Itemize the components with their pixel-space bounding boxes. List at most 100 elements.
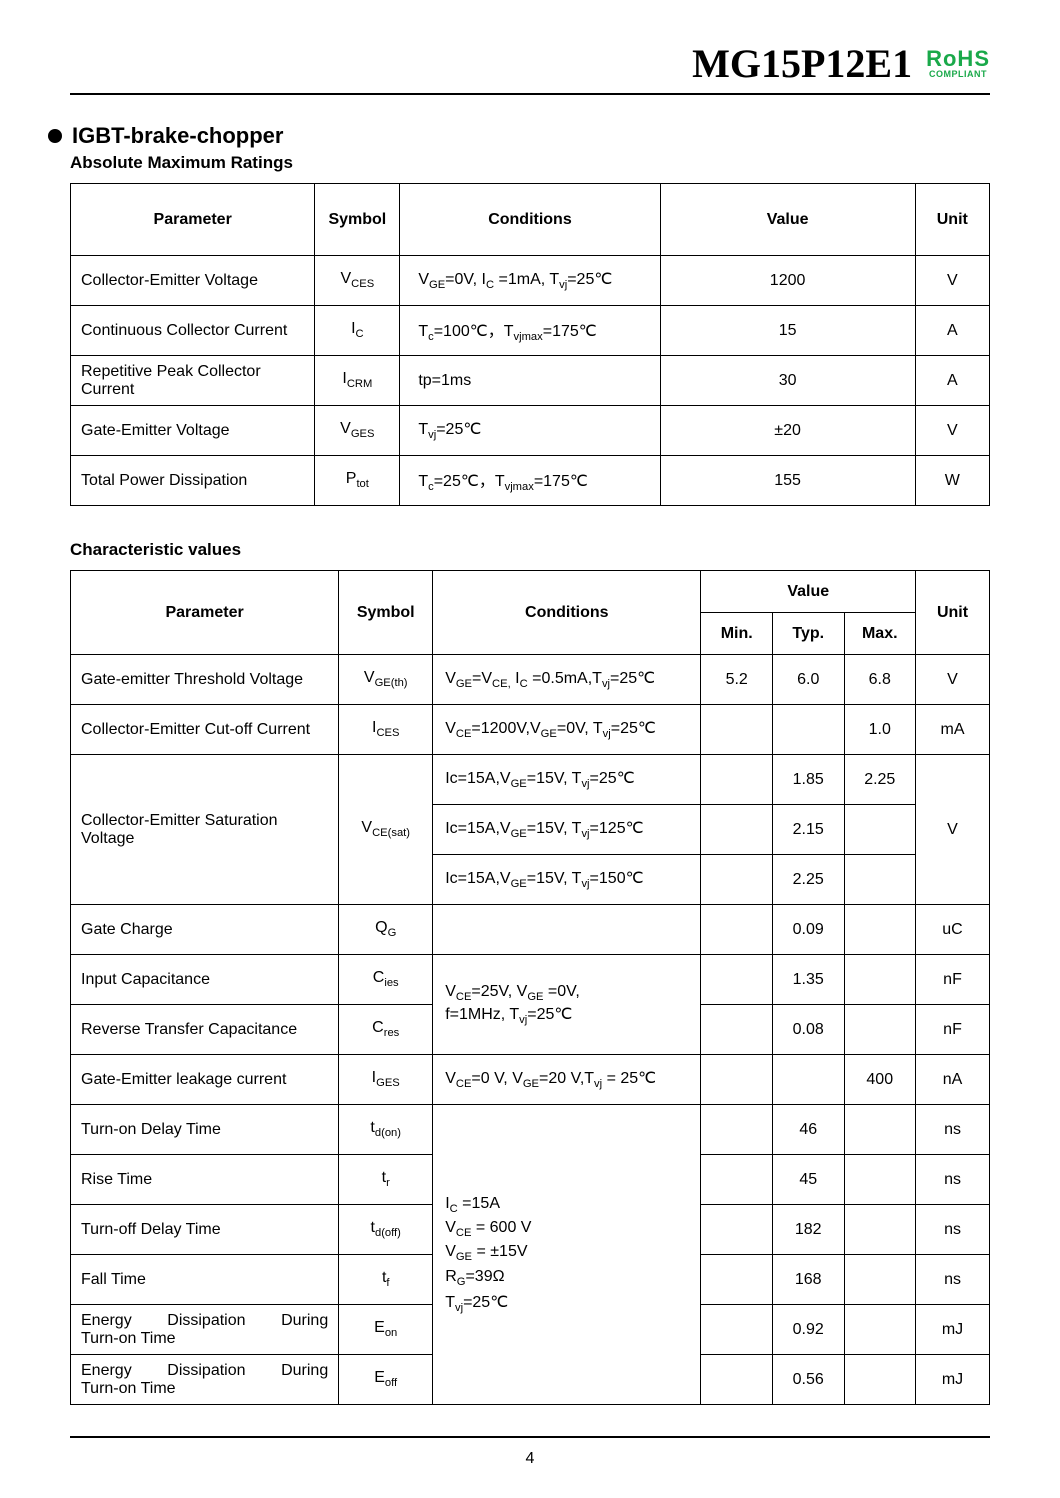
cell-conditions: Ic=15A,VGE=15V, Tvj=125℃ (433, 805, 701, 855)
cell-conditions: Tc=100℃，Tvjmax=175℃ (400, 306, 660, 356)
section-title: IGBT-brake-chopper (72, 123, 283, 149)
subtitle-abs-max: Absolute Maximum Ratings (70, 153, 990, 173)
cell-min (701, 1255, 773, 1305)
cell-unit: A (915, 306, 989, 356)
th-min: Min. (701, 613, 773, 655)
cell-param: Reverse Transfer Capacitance (71, 1005, 339, 1055)
cell-max (844, 1205, 916, 1255)
cell-unit: ns (916, 1105, 990, 1155)
cell-conditions: VCE=0 V, VGE=20 V,Tvj = 25℃ (433, 1055, 701, 1105)
cell-symbol: tf (339, 1255, 433, 1305)
cell-typ: 168 (772, 1255, 844, 1305)
bullet-icon (48, 129, 62, 143)
cell-symbol: Cies (339, 955, 433, 1005)
table-row: Repetitive Peak Collector CurrentICRMtp=… (71, 356, 990, 406)
rohs-top-text: RoHS (926, 47, 990, 70)
cell-conditions: IC =15AVCE = 600 VVGE = ±15VRG=39ΩTvj=25… (433, 1105, 701, 1405)
table-row: Collector-Emitter VoltageVCESVGE=0V, IC … (71, 256, 990, 306)
cell-typ (772, 1055, 844, 1105)
cell-max (844, 1255, 916, 1305)
th-unit: Unit (915, 184, 989, 256)
cell-symbol: ICRM (315, 356, 400, 406)
th-unit: Unit (916, 571, 990, 655)
th-value: Value (660, 184, 915, 256)
cell-param: Input Capacitance (71, 955, 339, 1005)
cell-max (844, 855, 916, 905)
cell-param: Turn-on Delay Time (71, 1105, 339, 1155)
table-row: Collector-Emitter Saturation VoltageVCE(… (71, 755, 990, 805)
cell-value: 15 (660, 306, 915, 356)
cell-unit: V (915, 256, 989, 306)
cell-max (844, 1005, 916, 1055)
cell-symbol: VGE(th) (339, 655, 433, 705)
cell-param: Repetitive Peak Collector Current (71, 356, 315, 406)
cell-typ: 46 (772, 1105, 844, 1155)
table-row: Continuous Collector CurrentICTc=100℃，Tv… (71, 306, 990, 356)
cell-unit: ns (916, 1155, 990, 1205)
th-param: Parameter (71, 571, 339, 655)
cell-min (701, 1005, 773, 1055)
cell-symbol: VCE(sat) (339, 755, 433, 905)
cell-typ: 6.0 (772, 655, 844, 705)
cell-max: 2.25 (844, 755, 916, 805)
cell-min: 5.2 (701, 655, 773, 705)
cell-min (701, 1205, 773, 1255)
cell-unit: mJ (916, 1305, 990, 1355)
cell-value: ±20 (660, 406, 915, 456)
cell-value: 1200 (660, 256, 915, 306)
cell-max: 1.0 (844, 705, 916, 755)
cell-typ (772, 705, 844, 755)
cell-unit: W (915, 456, 989, 506)
th-conditions: Conditions (433, 571, 701, 655)
cell-symbol: IC (315, 306, 400, 356)
table-header-row: Parameter Symbol Conditions Value Unit (71, 571, 990, 613)
cell-max (844, 905, 916, 955)
cell-min (701, 1155, 773, 1205)
cell-unit: A (915, 356, 989, 406)
table-row: Input CapacitanceCiesVCE=25V, VGE =0V,f=… (71, 955, 990, 1005)
cell-symbol: Eon (339, 1305, 433, 1355)
cell-max (844, 1305, 916, 1355)
cell-param: Total Power Dissipation (71, 456, 315, 506)
cell-conditions (433, 905, 701, 955)
cell-unit: V (916, 655, 990, 705)
cell-symbol: IGES (339, 1055, 433, 1105)
cell-param: Turn-off Delay Time (71, 1205, 339, 1255)
cell-symbol: VGES (315, 406, 400, 456)
cell-param: Collector-Emitter Voltage (71, 256, 315, 306)
cell-param: EnergyDissipationDuringTurn-on Time (71, 1305, 339, 1355)
cell-typ: 1.35 (772, 955, 844, 1005)
cell-unit: ns (916, 1255, 990, 1305)
cell-min (701, 755, 773, 805)
cell-param: Rise Time (71, 1155, 339, 1205)
cell-unit: nF (916, 1005, 990, 1055)
th-param: Parameter (71, 184, 315, 256)
cell-symbol: VCES (315, 256, 400, 306)
cell-conditions: VCE=25V, VGE =0V,f=1MHz, Tvj=25℃ (433, 955, 701, 1055)
cell-min (701, 805, 773, 855)
cell-max (844, 805, 916, 855)
cell-symbol: Eoff (339, 1355, 433, 1405)
cell-symbol: Cres (339, 1005, 433, 1055)
cell-conditions: VGE=VCE, IC =0.5mA,Tvj=25℃ (433, 655, 701, 705)
cell-unit: uC (916, 905, 990, 955)
cell-max: 6.8 (844, 655, 916, 705)
page-number: 4 (0, 1450, 1060, 1468)
cell-min (701, 1305, 773, 1355)
cell-typ: 0.92 (772, 1305, 844, 1355)
th-typ: Typ. (772, 613, 844, 655)
cell-symbol: QG (339, 905, 433, 955)
cell-conditions: tp=1ms (400, 356, 660, 406)
footer-rule (70, 1436, 990, 1438)
cell-unit: V (916, 755, 990, 905)
cell-min (701, 1355, 773, 1405)
table-row: Gate-Emitter VoltageVGESTvj=25℃±20V (71, 406, 990, 456)
cell-max: 400 (844, 1055, 916, 1105)
cell-conditions: Tvj=25℃ (400, 406, 660, 456)
cell-conditions: Ic=15A,VGE=15V, Tvj=25℃ (433, 755, 701, 805)
cell-typ: 2.25 (772, 855, 844, 905)
cell-conditions: VCE=1200V,VGE=0V, Tvj=25℃ (433, 705, 701, 755)
cell-max (844, 1355, 916, 1405)
cell-max (844, 955, 916, 1005)
subtitle-char-vals: Characteristic values (70, 540, 990, 560)
